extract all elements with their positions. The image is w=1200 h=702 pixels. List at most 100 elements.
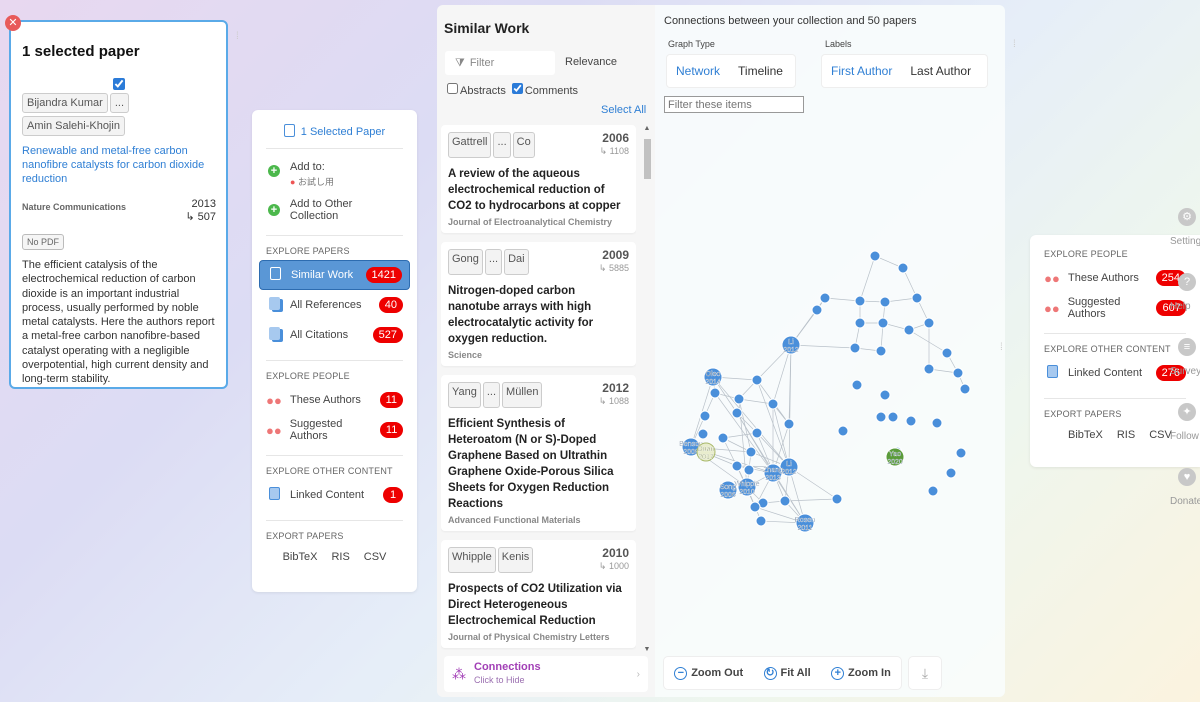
- scrollbar-thumb[interactable]: [644, 139, 651, 179]
- graph-node[interactable]: [733, 393, 745, 405]
- graph-node[interactable]: [869, 250, 881, 262]
- graph-node[interactable]: [927, 485, 939, 497]
- export-ris[interactable]: RIS: [1116, 429, 1136, 441]
- heart-icon[interactable]: ♥: [1178, 468, 1196, 486]
- comments-toggle[interactable]: Comments: [511, 83, 578, 97]
- export-csv[interactable]: CSV: [1149, 429, 1172, 441]
- graph-node[interactable]: [931, 417, 943, 429]
- paper-card[interactable]: Yang ... Müllen 2012 ↳ 1088 Efficient Syn…: [441, 375, 636, 531]
- export-bibtex[interactable]: BibTeX: [1068, 429, 1103, 441]
- author-chip[interactable]: Co: [512, 132, 535, 158]
- close-icon[interactable]: ✕: [5, 15, 21, 31]
- author-chip[interactable]: Gong: [448, 249, 483, 275]
- graph-node[interactable]: [751, 374, 763, 386]
- connections-toggle[interactable]: ⁂ Connections Click to Hide ›: [444, 656, 648, 692]
- graph-node[interactable]: [755, 515, 767, 527]
- paper-title-link[interactable]: Renewable and metal-free carbon nanofibr…: [22, 145, 205, 185]
- menu-similar-work[interactable]: Similar Work 1421: [259, 260, 410, 290]
- network-graph[interactable]: Li2012Oleo2014Benson2009Li2012Zhang2013W…: [655, 5, 1005, 697]
- graph-node[interactable]: [923, 363, 935, 375]
- graph-node[interactable]: [811, 304, 823, 316]
- menu-suggested-authors[interactable]: ●● Suggested Authors 607: [1030, 293, 1200, 323]
- author-chip[interactable]: Whipple: [448, 547, 496, 573]
- graph-node[interactable]: [699, 410, 711, 422]
- author-chip[interactable]: Yang: [448, 382, 481, 408]
- list-scrollbar[interactable]: ▲ ▼: [643, 125, 651, 653]
- graph-node[interactable]: [877, 317, 889, 329]
- filter-input[interactable]: ⧩ Filter: [445, 51, 555, 75]
- zoom-in-button[interactable]: + Zoom In: [831, 666, 891, 680]
- abstracts-toggle[interactable]: Abstracts: [447, 83, 506, 97]
- label-last-author[interactable]: Last Author: [910, 64, 972, 78]
- menu-all-references[interactable]: All References 40: [252, 290, 417, 320]
- paper-card[interactable]: Gattrell ... Co 2006 ↳ 1108 A review of t…: [441, 125, 636, 233]
- menu-linked-content[interactable]: Linked Content 276: [1030, 358, 1200, 388]
- paper-card[interactable]: Whipple Kenis 2010 ↳ 1000 Prospects of CO…: [441, 540, 636, 648]
- paper-select-checkbox[interactable]: [113, 78, 125, 90]
- author-chip[interactable]: Gattrell: [448, 132, 492, 158]
- author-chip[interactable]: Amin Salehi-Khojin: [22, 116, 125, 136]
- download-icon[interactable]: ⤓: [909, 657, 941, 689]
- graph-type-network[interactable]: Network: [676, 64, 721, 78]
- graph-node[interactable]: [879, 296, 891, 308]
- graph-node[interactable]: [945, 467, 957, 479]
- graph-node[interactable]: [837, 425, 849, 437]
- drag-handle-icon[interactable]: ⁞: [1000, 342, 1003, 353]
- label-first-author[interactable]: First Author: [831, 64, 893, 78]
- graph-node[interactable]: [745, 446, 757, 458]
- graph-node[interactable]: [819, 292, 831, 304]
- graph-node[interactable]: [875, 411, 887, 423]
- add-to-collection[interactable]: + Add to: ● お試し用: [252, 159, 417, 195]
- graph-node[interactable]: [749, 501, 761, 513]
- paper-card[interactable]: Gong ... Dai 2009 ↳ 5885 Nitrogen-doped c…: [441, 242, 636, 366]
- selected-paper-link[interactable]: 1 Selected Paper: [252, 124, 417, 138]
- graph-node[interactable]: [923, 317, 935, 329]
- author-more-chip[interactable]: ...: [493, 132, 511, 158]
- author-chip[interactable]: Kenis: [497, 547, 534, 573]
- select-all-link[interactable]: Select All: [601, 104, 647, 116]
- export-csv[interactable]: CSV: [363, 551, 387, 563]
- graph-node[interactable]: [697, 428, 709, 440]
- help-icon[interactable]: ?: [1178, 273, 1196, 291]
- menu-suggested-authors[interactable]: ●● Suggested Authors 11: [252, 415, 417, 445]
- graph-node[interactable]: [709, 387, 721, 399]
- graph-node[interactable]: [783, 418, 795, 430]
- graph-node[interactable]: [952, 367, 964, 379]
- fit-all-button[interactable]: ↻ Fit All: [763, 666, 811, 680]
- graph-node[interactable]: [767, 398, 779, 410]
- graph-node[interactable]: [854, 295, 866, 307]
- graph-node[interactable]: [911, 292, 923, 304]
- menu-these-authors[interactable]: ●● These Authors 254: [1030, 263, 1200, 293]
- graph-node[interactable]: [875, 345, 887, 357]
- graph-node[interactable]: [905, 415, 917, 427]
- graph-node[interactable]: [849, 342, 861, 354]
- graph-node[interactable]: [903, 324, 915, 336]
- twitter-icon[interactable]: ✦: [1178, 403, 1196, 421]
- author-chip[interactable]: Müllen: [502, 382, 543, 408]
- export-bibtex[interactable]: BibTeX: [282, 551, 318, 563]
- graph-type-timeline[interactable]: Timeline: [738, 64, 783, 78]
- graph-node[interactable]: [854, 317, 866, 329]
- author-chip[interactable]: Bijandra Kumar: [22, 93, 108, 113]
- zoom-out-button[interactable]: − Zoom Out: [674, 666, 743, 680]
- survey-icon[interactable]: ≡: [1178, 338, 1196, 356]
- drag-handle-icon[interactable]: ⁞: [1013, 39, 1016, 50]
- graph-node[interactable]: [955, 447, 967, 459]
- author-more-chip[interactable]: ...: [484, 249, 503, 275]
- graph-node[interactable]: [887, 411, 899, 423]
- gear-icon[interactable]: ⚙: [1178, 208, 1196, 226]
- graph-node[interactable]: [779, 495, 791, 507]
- add-to-other-collection[interactable]: + Add to Other Collection: [252, 195, 417, 225]
- graph-filter-input[interactable]: [664, 96, 804, 113]
- menu-all-citations[interactable]: All Citations 527: [252, 320, 417, 350]
- drag-handle-icon[interactable]: ⁞: [236, 31, 239, 42]
- graph-node[interactable]: [897, 262, 909, 274]
- graph-node[interactable]: [731, 407, 743, 419]
